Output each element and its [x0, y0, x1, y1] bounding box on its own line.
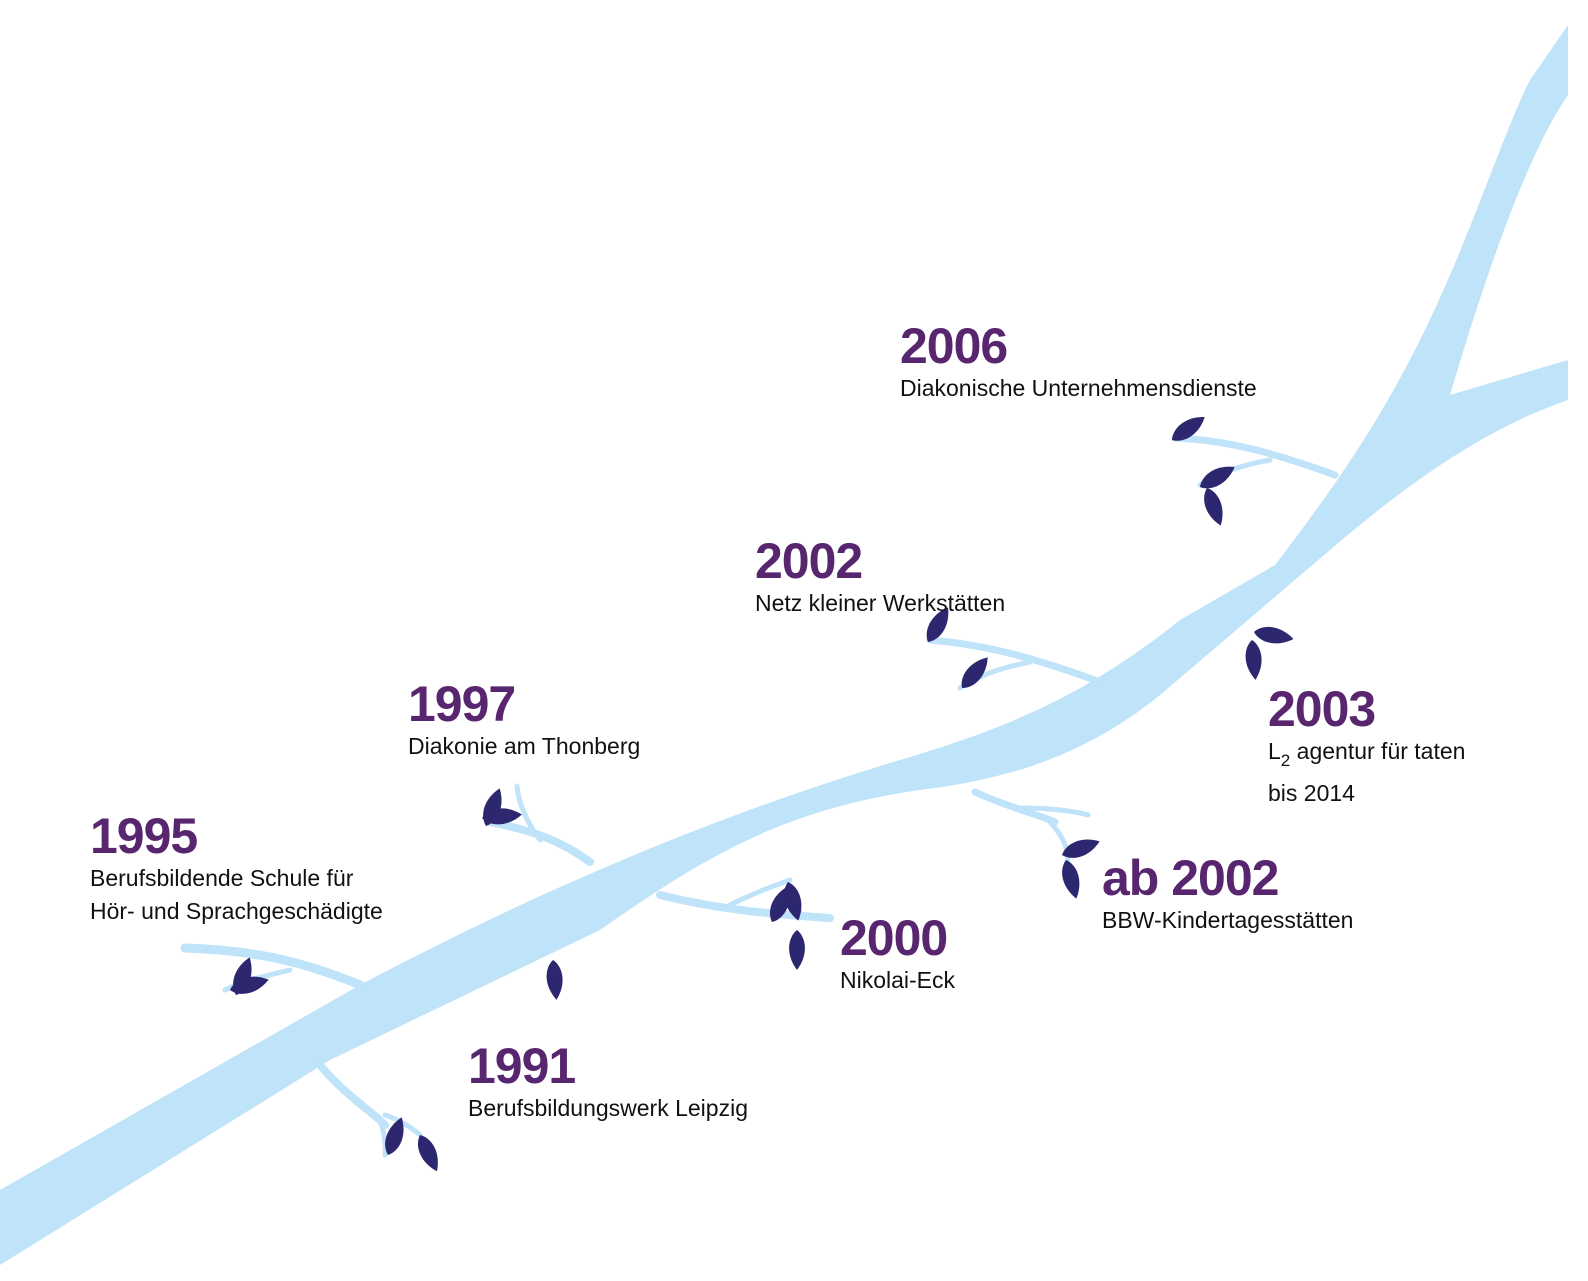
milestone: 2006 Diakonische Unternehmensdienste — [900, 320, 1257, 405]
milestone-text: Diakonische Unternehmensdienste — [900, 372, 1257, 405]
text-part: Diakonische Unternehmensdienste — [900, 375, 1257, 401]
milestone-year: 2000 — [840, 912, 955, 964]
trunk — [0, 25, 1568, 1265]
milestone-text: Netz kleiner Werkstätten — [755, 587, 1005, 620]
milestone-text: bis 2014 — [1268, 777, 1465, 810]
milestone-year: 2006 — [900, 320, 1257, 372]
text-part: Hör- und Sprachgeschädigte — [90, 898, 383, 924]
milestone-text: Diakonie am Thonberg — [408, 730, 640, 763]
timeline-page: 2006 Diakonische Unternehmensdienste 2002 N… — [0, 0, 1588, 1281]
text-part: L — [1268, 738, 1281, 764]
milestone-year: 1997 — [408, 678, 640, 730]
text-part: Berufsbildungswerk Leipzig — [468, 1095, 748, 1121]
milestone-year: 2003 — [1268, 683, 1465, 735]
milestone-text: Berufsbildende Schule für — [90, 862, 383, 895]
milestone-year: 2002 — [755, 535, 1005, 587]
milestone-year: ab 2002 — [1102, 852, 1353, 904]
text-part: Nikolai-Eck — [840, 967, 955, 993]
milestone-text: Hör- und Sprachgeschädigte — [90, 895, 383, 928]
milestone-text: BBW-Kindertagesstätten — [1102, 904, 1353, 937]
subscript: 2 — [1281, 751, 1290, 770]
leaves — [228, 411, 1295, 1175]
milestone: 1995 Berufsbildende Schule für Hör- und Sp… — [90, 810, 383, 928]
milestone-text: Nikolai-Eck — [840, 964, 955, 997]
text-part: agentur für taten — [1290, 738, 1465, 764]
text-part: Diakonie am Thonberg — [408, 733, 640, 759]
milestone: 2002 Netz kleiner Werkstätten — [755, 535, 1005, 620]
milestone: ab 2002 BBW-Kindertagesstätten — [1102, 852, 1353, 937]
text-part: Netz kleiner Werkstätten — [755, 590, 1005, 616]
milestone-text: Berufsbildungswerk Leipzig — [468, 1092, 748, 1125]
text-part: bis 2014 — [1268, 780, 1355, 806]
text-part: BBW-Kindertagesstätten — [1102, 907, 1353, 933]
milestone-text: L2 agentur für taten — [1268, 735, 1465, 777]
milestone-year: 1995 — [90, 810, 383, 862]
tree — [0, 0, 1588, 1281]
milestone: 1997 Diakonie am Thonberg — [408, 678, 640, 763]
text-part: Berufsbildende Schule für — [90, 865, 353, 891]
tree-branches — [0, 25, 1568, 1265]
milestone: 2000 Nikolai-Eck — [840, 912, 955, 997]
milestone: 1991 Berufsbildungswerk Leipzig — [468, 1040, 748, 1125]
milestone-year: 1991 — [468, 1040, 748, 1092]
